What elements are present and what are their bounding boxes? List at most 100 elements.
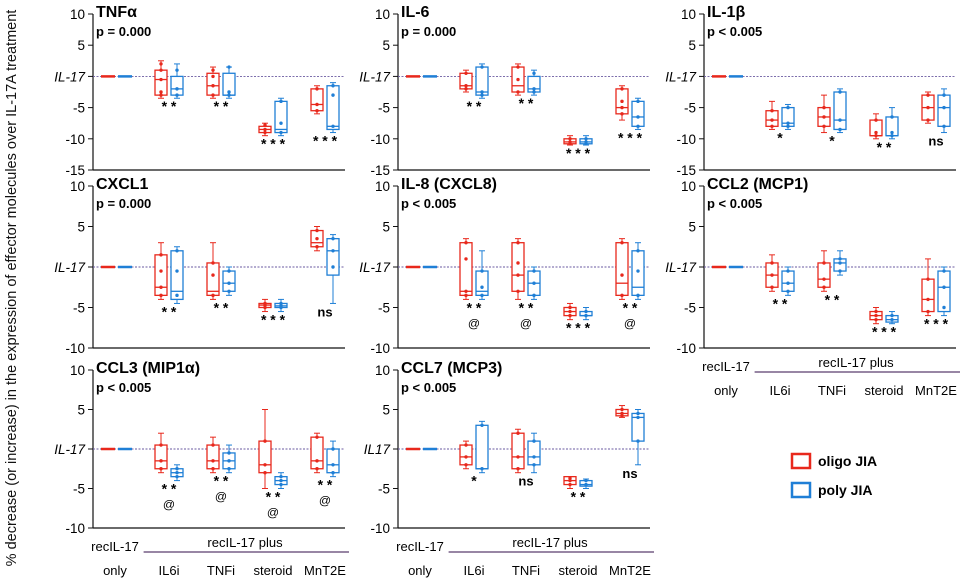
box [154,444,168,470]
data-point [315,109,319,113]
data-point [175,93,179,97]
data-point [620,241,624,245]
data-point [464,289,468,293]
data-point [568,476,572,480]
data-point [279,121,283,125]
p-value: p = 0.000 [96,24,151,39]
data-point [516,455,520,459]
data-point [227,467,231,471]
data-point [926,277,930,281]
significance-label: * * [162,303,177,319]
significance-at-label: @ [319,494,331,508]
y-tick-label: 5 [382,38,390,53]
y-tick-label: -10 [370,521,390,536]
data-point [516,261,520,265]
y-tick-label: 5 [382,220,390,235]
data-point [584,482,588,487]
data-point [874,118,878,122]
data-point [770,109,774,113]
y-ref-label: IL17 [364,442,391,457]
data-point [568,309,572,314]
data-point [620,293,624,298]
y-tick-label: 5 [77,220,85,235]
panel-title: CCL2 (MCP1) [707,176,808,193]
data-point [331,265,335,269]
data-point [532,87,536,91]
y-tick-label: 5 [688,38,696,53]
data-point [263,471,267,475]
data-point [636,269,640,273]
significance-label: * * * [313,133,338,149]
data-point [822,261,826,265]
data-point [838,127,842,132]
box [206,444,220,470]
significance-label: * * [519,95,534,111]
x-category-label: steroid [558,563,597,578]
y-tick-label: 10 [70,7,85,22]
significance-label: * * [773,295,788,311]
data-point [159,467,163,471]
data-point [584,142,588,146]
data-point [822,277,826,281]
x-label-recil17: recIL-17 [702,359,750,374]
data-point [874,317,878,322]
significance-label: * * [266,489,281,505]
data-point [636,411,640,416]
data-point [159,285,163,289]
group-label: recIL-17 plus [512,535,588,550]
data-point [331,463,335,467]
data-point [480,467,484,471]
data-point [942,105,946,110]
data-point [532,269,536,273]
data-point [480,65,484,69]
data-point [279,474,283,479]
data-point [279,482,283,487]
data-point [822,105,826,110]
data-point [786,105,790,110]
p-value: p < 0.005 [96,380,151,395]
data-point [786,121,790,125]
data-point [636,249,640,253]
data-point [464,84,468,88]
data-point [942,93,946,97]
box [527,440,541,466]
data-point [636,439,640,443]
box [170,75,184,96]
box [326,448,340,474]
data-point [926,309,930,314]
data-point [211,68,215,72]
y-tick-label: -15 [65,163,85,178]
data-point [770,118,774,122]
data-point [620,87,624,91]
x-category-label: steroid [864,383,903,398]
data-point [464,257,468,261]
significance-label: * * [318,477,333,493]
data-point [942,124,946,129]
data-point [263,130,267,135]
data-point [568,142,572,146]
data-point [464,293,468,298]
y-tick-label: -10 [65,341,85,356]
data-point [620,414,624,418]
data-point [532,71,536,75]
x-category-label: MnT2E [609,563,651,578]
data-point [227,289,231,293]
y-tick-label: -10 [65,521,85,536]
data-point [227,269,231,273]
y-tick-label: 10 [375,179,390,194]
data-point [516,241,520,245]
box [154,254,168,297]
data-point [279,130,283,135]
y-tick-label: -10 [370,132,390,147]
significance-at-label: @ [468,316,480,330]
box [475,424,489,470]
x-category-label: steroid [253,563,292,578]
x-label-recil17: recIL-17 [396,539,444,554]
data-point [175,471,179,475]
significance-label: * [777,129,783,145]
x-category-label: MnT2E [304,563,346,578]
data-point [786,289,790,293]
data-point [838,90,842,94]
panel-title: CCL7 (MCP3) [401,360,502,377]
